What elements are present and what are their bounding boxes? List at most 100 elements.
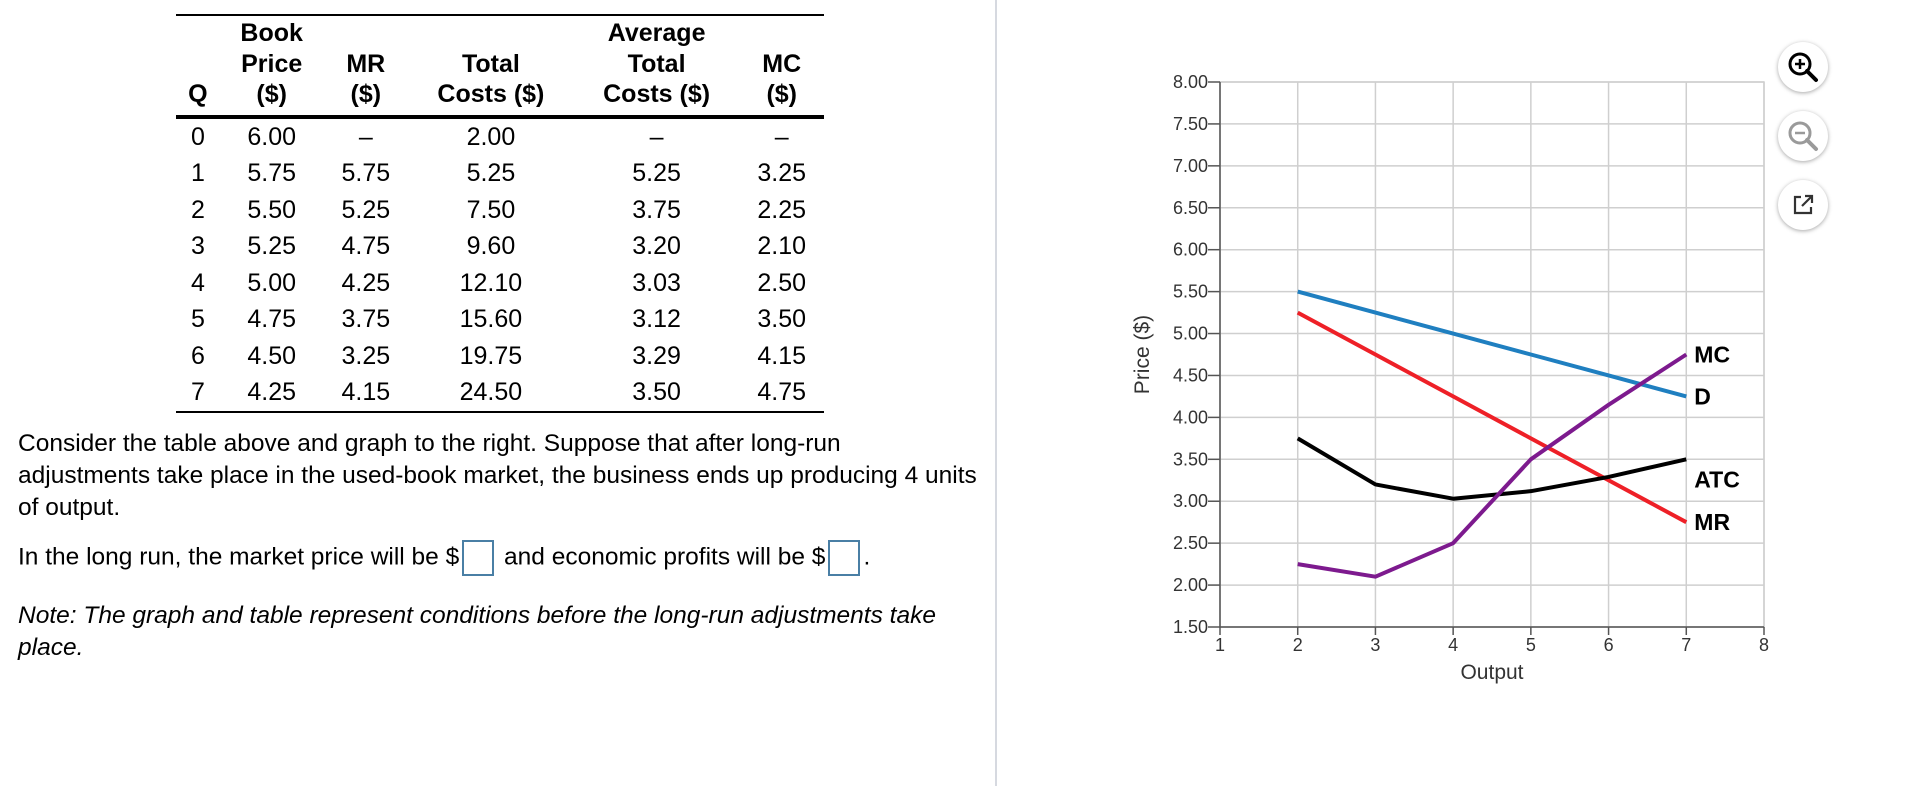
x-tick-label: 7 [1681,635,1691,655]
table-cell: 24.50 [408,374,574,413]
table-cell: 4 [190,268,205,297]
table-cell: 1 [190,159,205,187]
column-header-line: Price [241,49,303,78]
table-cell: 4.25 [341,268,391,297]
x-tick-label: 2 [1293,635,1303,655]
table-cell: 19.75 [459,341,523,370]
table-cell: 3 [190,232,205,260]
zoom-out-button[interactable] [1778,111,1828,161]
cost-table: Q Book Price ($) MR ($) Total Costs ($) Average T… [176,14,824,413]
market-price-input[interactable] [462,540,495,576]
y-tick-label: 2.50 [1173,533,1208,553]
y-tick-label: 4.50 [1173,365,1208,385]
x-tick-label: 1 [1215,635,1225,655]
price-prompt: In the long run, the market price will b… [18,543,460,571]
x-axis-title: Output [1460,661,1523,684]
table-cell: 2.50 [757,268,807,297]
column-header-line: Q [188,80,208,108]
table-cell: – [649,122,664,151]
table-cell: 3.20 [632,232,681,260]
table-cell: 4.25 [219,374,324,413]
table-cell: 5.25 [466,159,516,187]
column-header-line: MC [762,49,802,78]
table-cell: 3.25 [757,159,807,187]
answer-period: . [863,543,871,571]
y-tick-label: 5.50 [1173,282,1208,302]
table-cell: 7.50 [466,195,516,224]
column-header-line: Total [461,49,520,78]
column-header: MR ($) [323,15,409,119]
column-header-line: Total [627,49,686,78]
table-cell: 4.15 [757,341,807,370]
series-line-mr [1296,310,1688,524]
x-tick-label: 8 [1759,635,1769,655]
y-tick-label: 4.00 [1173,407,1208,427]
table-cell: 4.75 [739,374,824,413]
economic-profit-input[interactable] [828,540,861,576]
column-header-line: Costs ($) [603,80,711,108]
column-header: Total Costs ($) [408,15,574,119]
column-header: Q [176,15,220,119]
series-label-mr: MR [1694,509,1730,535]
column-header-line: Average [607,19,706,47]
y-tick-label: 6.00 [1173,240,1208,260]
table-cell: 3.50 [757,305,807,333]
table-cell: 3.29 [632,341,681,370]
table-cell: 4.50 [247,341,297,370]
y-tick-label: 8.00 [1173,72,1208,92]
y-tick-label: 3.50 [1173,449,1208,469]
table-cell: 9.60 [466,232,516,260]
x-tick-label: 5 [1526,635,1536,655]
column-header-line: ($) [766,80,798,108]
table-row: 6 4.50 3.25 19.75 3.29 4.15 [176,338,824,375]
table-row: 0 6.00 – 2.00 – – [176,117,824,156]
table-cell: 0 [190,122,205,151]
table-cell: 7 [176,374,220,413]
zoom-in-button[interactable] [1778,42,1828,92]
table-row: 3 5.25 4.75 9.60 3.20 2.10 [176,228,824,265]
table-cell: 4.15 [323,374,409,413]
table-cell: 2.25 [757,195,807,224]
table-cell: 2.10 [757,232,807,260]
table-row: 2 5.50 5.25 7.50 3.75 2.25 [176,192,824,229]
answer-line: In the long run, the market price will b… [18,540,978,576]
table-cell: 5.75 [247,159,297,187]
table-cell: 15.60 [459,305,523,333]
table-cell: – [774,122,789,151]
column-header-line: Costs ($) [437,80,545,108]
y-tick-label: 5.00 [1173,324,1208,344]
table-cell: 5.25 [247,232,297,260]
table-row: 7 4.25 4.15 24.50 3.50 4.75 [176,374,824,413]
table-cell: 5.25 [341,195,391,224]
table-cell: 5 [190,305,205,333]
table-cell: 3.03 [632,268,681,297]
table-cell: 3.75 [632,195,681,224]
y-tick-label: 2.00 [1173,575,1208,595]
column-header-line: ($) [256,80,287,108]
table-cell: 3.12 [632,305,681,333]
table-cell: 2.00 [466,122,516,151]
question-pane: Q Book Price ($) MR ($) Total Costs ($) Average T… [18,14,978,661]
x-tick-label: 3 [1370,635,1380,655]
pane-divider[interactable] [995,0,997,786]
series-label-mc: MC [1694,342,1730,368]
series-line-mc [1297,352,1688,579]
y-tick-label: 6.50 [1173,198,1208,218]
y-tick-label: 1.50 [1173,617,1208,637]
column-header: Book Price ($) [219,15,324,119]
table-cell: 6.00 [247,122,297,151]
column-header: Average Total Costs ($) [573,15,740,119]
table-cell: 5.75 [341,159,391,187]
popout-button[interactable] [1778,180,1828,230]
column-header-line: Book [240,19,303,47]
table-header-row: Q Book Price ($) MR ($) Total Costs ($) Average T… [176,15,824,119]
column-header-line: ($) [350,80,382,108]
x-tick-label: 4 [1448,635,1458,655]
y-axis-title: Price ($) [1131,315,1154,394]
series-label-d: D [1694,383,1711,409]
table-row: 1 5.75 5.75 5.25 5.25 3.25 [176,155,824,192]
question-text: Consider the table above and graph to th… [18,430,977,521]
popout-icon [1793,194,1814,215]
table-cell: 5.25 [632,159,681,187]
